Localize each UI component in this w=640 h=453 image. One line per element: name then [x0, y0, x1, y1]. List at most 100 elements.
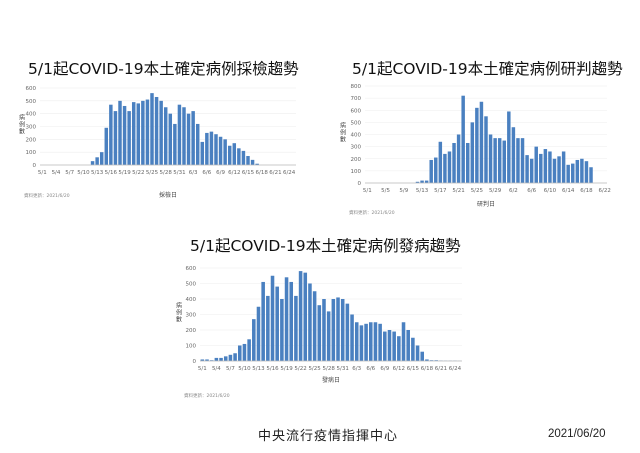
x-tick-label: 6/14	[562, 188, 575, 194]
bar	[566, 164, 570, 183]
chart-title: 5/1起COVID-19本土確定病例發病趨勢	[190, 237, 461, 255]
bar	[548, 151, 552, 183]
bar	[336, 297, 340, 361]
bar	[397, 336, 401, 361]
x-tick-label: 6/24	[283, 170, 296, 176]
bar	[520, 138, 525, 183]
y-tick-label: 100	[351, 169, 362, 175]
bar	[589, 167, 593, 183]
bar	[354, 322, 359, 361]
bar	[434, 157, 438, 183]
bar	[493, 138, 497, 183]
y-tick-label: 500	[186, 282, 197, 288]
bar	[247, 339, 251, 361]
bar	[580, 158, 584, 183]
bar	[456, 134, 461, 183]
bar	[136, 103, 141, 165]
bar	[312, 291, 317, 361]
x-tick-label: 6/2	[509, 188, 518, 194]
bar	[205, 132, 209, 165]
bar	[511, 127, 516, 183]
bar	[200, 359, 205, 361]
bar	[227, 145, 232, 165]
x-tick-label: 5/7	[65, 170, 74, 176]
bar	[252, 319, 256, 361]
bar	[209, 131, 214, 165]
x-tick-label: 5/22	[132, 170, 144, 176]
x-tick-label: 6/6	[527, 188, 536, 194]
y-tick-label: 300	[26, 125, 37, 131]
bar	[109, 104, 113, 165]
bar	[159, 100, 163, 165]
x-tick-label: 5/22	[294, 366, 306, 372]
y-tick-label: 600	[186, 266, 197, 272]
x-tick-label: 5/16	[266, 366, 279, 372]
bar	[378, 323, 382, 361]
x-tick-label: 5/13	[252, 366, 265, 372]
bar	[326, 311, 331, 361]
bar	[368, 322, 373, 361]
bar	[256, 306, 261, 361]
bar	[270, 275, 275, 361]
x-tick-label: 6/10	[544, 188, 557, 194]
bar	[502, 140, 506, 183]
y-tick-label: 200	[26, 137, 37, 143]
x-tick-label: 5/31	[337, 366, 349, 372]
y-tick-label: 800	[351, 84, 362, 90]
bar	[90, 161, 95, 165]
bar	[214, 134, 218, 165]
bar	[534, 146, 538, 183]
y-axis-label: 病例數	[19, 114, 25, 136]
bar	[411, 337, 415, 361]
x-tick-label: 5/4	[212, 366, 221, 372]
y-axis-label: 病例數	[176, 302, 182, 324]
x-tick-label: 5/19	[280, 366, 293, 372]
bar	[223, 139, 227, 165]
bar	[479, 101, 484, 183]
bar	[250, 159, 255, 165]
x-tick-label: 6/24	[449, 366, 462, 372]
y-axis-label: 病例數	[340, 122, 346, 144]
bar	[214, 357, 219, 361]
x-tick-label: 5/25	[146, 170, 159, 176]
x-tick-label: 6/12	[228, 170, 240, 176]
bar	[392, 331, 396, 361]
x-tick-label: 6/15	[242, 170, 255, 176]
bar	[145, 99, 150, 165]
bar	[470, 122, 475, 183]
y-tick-label: 200	[186, 328, 197, 334]
bar	[275, 286, 279, 361]
x-tick-label: 6/18	[421, 366, 434, 372]
x-tick-label: 5/25	[471, 188, 484, 194]
y-tick-label: 0	[358, 181, 362, 187]
x-tick-label: 6/15	[407, 366, 420, 372]
bar	[484, 116, 488, 183]
bar	[584, 161, 589, 183]
x-tick-label: 6/21	[435, 366, 447, 372]
bar	[219, 357, 223, 361]
bar	[154, 96, 159, 165]
bar	[303, 272, 308, 361]
bar	[298, 271, 303, 361]
y-tick-label: 400	[351, 133, 362, 139]
bar	[266, 295, 270, 361]
y-tick-label: 500	[351, 120, 362, 126]
x-tick-label: 5/31	[173, 170, 185, 176]
bar	[182, 107, 186, 165]
x-tick-label: 6/6	[202, 170, 211, 176]
bar	[425, 359, 429, 361]
x-tick-label: 5/17	[434, 188, 447, 194]
bar	[173, 123, 177, 165]
x-tick-label: 5/25	[308, 366, 321, 372]
footer-organization: 中央流行疫情指揮中心	[258, 429, 399, 444]
bar	[438, 141, 443, 183]
x-tick-label: 6/21	[269, 170, 281, 176]
x-tick-label: 6/9	[216, 170, 225, 176]
y-tick-label: 700	[351, 96, 362, 102]
bar	[350, 314, 354, 361]
bar	[461, 95, 465, 183]
y-tick-label: 100	[26, 150, 37, 156]
bar	[359, 325, 364, 361]
bar	[557, 156, 561, 183]
